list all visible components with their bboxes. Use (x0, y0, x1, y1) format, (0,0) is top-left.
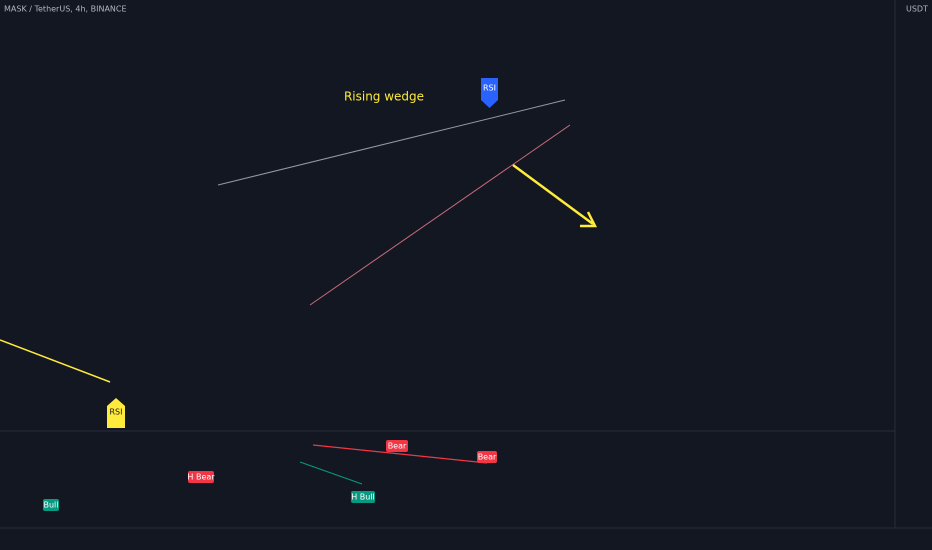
signal-label: Bull (43, 501, 58, 510)
wedge-line (217, 99, 566, 186)
signal-badge (351, 491, 375, 503)
signal-badge (43, 499, 59, 511)
divergence-line (312, 444, 488, 464)
rsi-marker (481, 78, 498, 108)
divergence-line (299, 461, 363, 485)
signal-label: Bear (478, 453, 497, 462)
signal-badge (477, 451, 497, 463)
signal-label: Bear (388, 442, 407, 451)
signal-label: H Bull (351, 493, 375, 502)
signal-label: H Bear (187, 473, 215, 482)
trend-line (0, 339, 111, 383)
wedge-line (309, 124, 571, 306)
arrow (512, 163, 594, 226)
annotation: Rising wedge (344, 90, 424, 104)
annotation: RSI (110, 408, 123, 417)
symbol-header: MASK / TetherUS, 4h, BINANCE (4, 5, 127, 14)
annotation: RSI (483, 84, 496, 93)
arrow-head (580, 211, 598, 228)
signal-badge (188, 471, 214, 483)
currency: USDT (906, 5, 928, 14)
rsi-marker (107, 398, 125, 428)
signal-badge (386, 440, 408, 452)
